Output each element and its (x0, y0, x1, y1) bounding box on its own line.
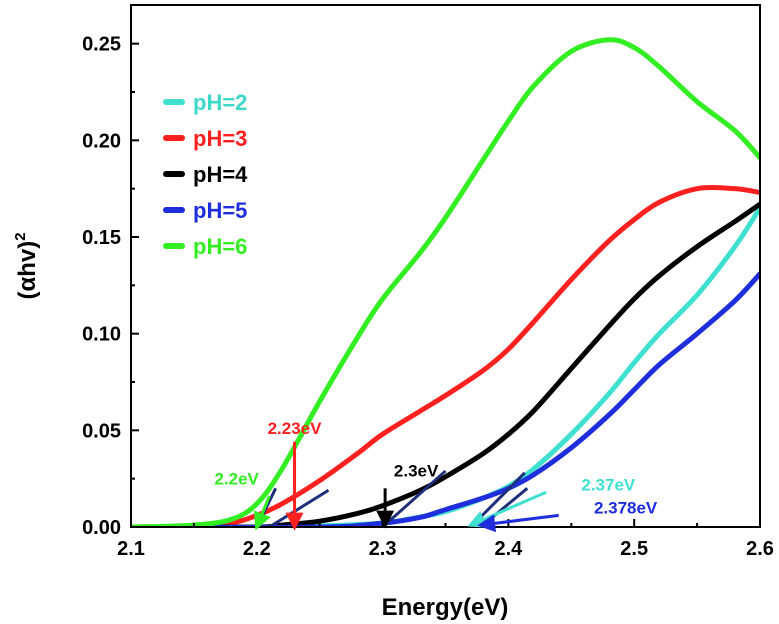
y-tick-label: 0.15 (82, 227, 121, 249)
legend-label: pH=2 (193, 90, 247, 115)
series-line-ph-5 (131, 271, 760, 527)
legend: pH=2 pH=3 pH=4 pH=5 pH=6 (163, 90, 248, 259)
plot-frame (130, 4, 761, 528)
annotation-label: 2.3eV (394, 462, 439, 481)
legend-label: pH=3 (193, 126, 247, 151)
y-tick-label: 0.00 (82, 517, 121, 539)
y-axis-title-sup: 2 (12, 232, 29, 240)
annotation-arrow (253, 495, 271, 531)
x-tick-label: 2.5 (620, 538, 648, 560)
legend-label: pH=6 (193, 234, 247, 259)
x-tick-label: 2.6 (746, 538, 774, 560)
x-tick-label: 2.3 (369, 538, 397, 560)
y-tick-label: 0.05 (82, 420, 121, 442)
x-tick-label: 2.1 (117, 538, 145, 560)
legend-label: pH=4 (193, 162, 248, 187)
annotation-label: 2.2eV (214, 469, 259, 488)
legend-label: pH=5 (193, 198, 247, 223)
y-tick-label: 0.10 (82, 324, 121, 346)
tangent-line-ph-3 (268, 488, 330, 527)
x-axis-title: Energy(eV) (382, 594, 509, 621)
annotation-label: 2.23eV (268, 419, 323, 438)
x-tick-label: 2.2 (243, 538, 271, 560)
x-axis: 2.1 2.2 2.3 2.4 2.5 2.6 (117, 519, 774, 560)
annotation-label: 2.37eV (581, 475, 636, 494)
y-axis-title: (αhv)2 (12, 232, 41, 299)
annotations: 2.2eV 2.23eV 2.3eV 2.37eV 2.378eV (214, 419, 658, 533)
series-line-ph-6 (131, 37, 760, 527)
x-tick-label: 2.4 (494, 538, 523, 560)
annotation-arrow (477, 513, 559, 533)
y-tick-label: 0.20 (82, 130, 121, 152)
y-axis: 0.00 0.05 0.10 0.15 0.20 0.25 (82, 34, 139, 539)
y-axis-title-main: (αhv) (14, 241, 41, 300)
y-tick-label: 0.25 (82, 34, 121, 56)
annotation-label: 2.378eV (594, 498, 658, 517)
